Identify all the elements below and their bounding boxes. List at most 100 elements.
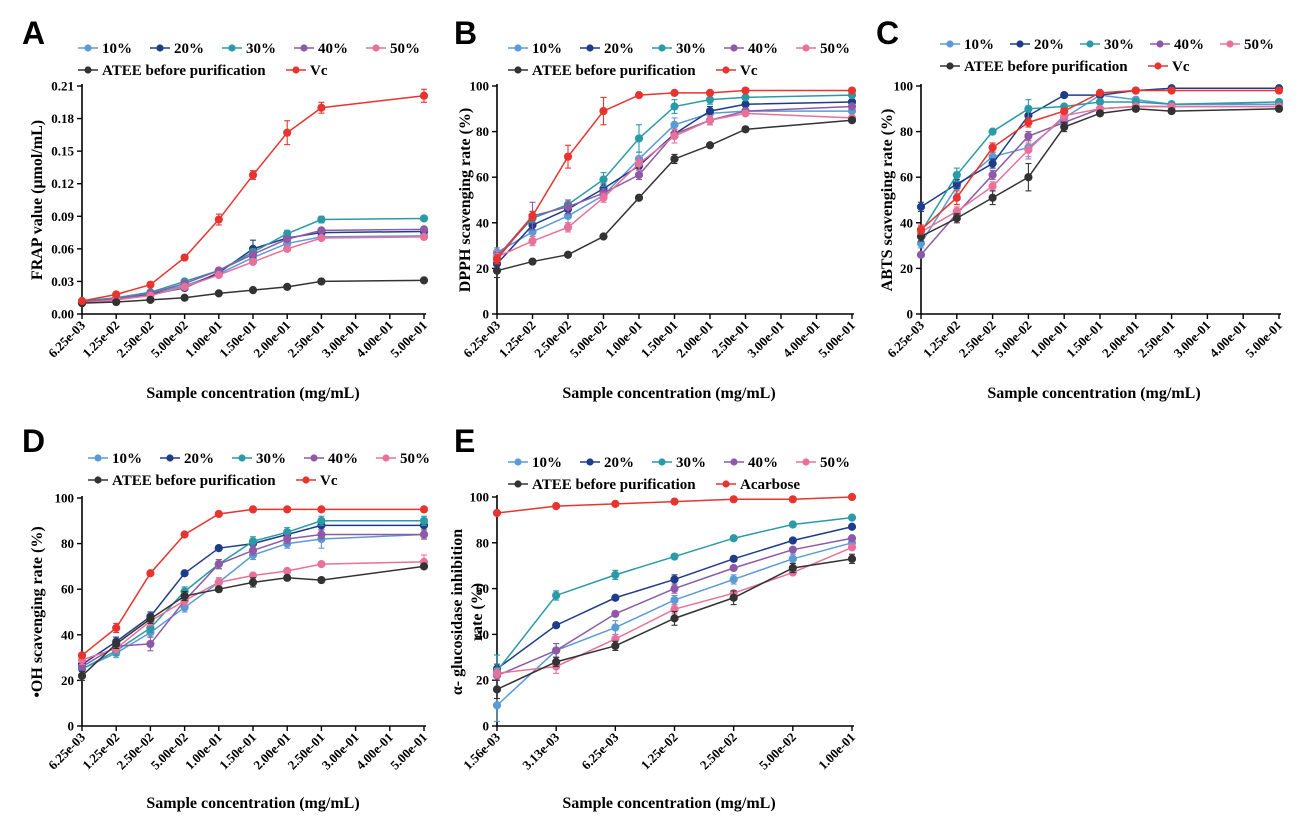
panel-letter: E	[454, 423, 475, 459]
legend-label: 30%	[1104, 37, 1134, 53]
x-tick-label: 6.25e-03	[460, 317, 503, 360]
x-tick-label: 1.25e-02	[79, 730, 122, 773]
data-point	[248, 546, 258, 555]
y-tick-label: 0.15	[51, 144, 74, 159]
data-point	[611, 623, 620, 632]
legend-swatch-marker	[94, 476, 102, 484]
x-tick-label: 2.50e-02	[956, 318, 999, 361]
x-tick-label: 2.50e-01	[284, 318, 327, 361]
legend-label: 50%	[1244, 37, 1274, 53]
x-tick-label: 4.00e-01	[353, 318, 396, 361]
y-tick-label: 100	[470, 79, 490, 94]
legend-label: ATEE before purification	[102, 63, 266, 79]
legend-swatch-marker	[1156, 40, 1164, 48]
data-point	[77, 296, 87, 306]
series-line	[920, 101, 1280, 233]
x-axis-title: Sample concentration (mg/mL)	[562, 795, 775, 812]
data-point	[670, 584, 679, 593]
data-point	[283, 128, 292, 137]
data-point	[214, 585, 223, 594]
data-point	[1060, 91, 1069, 100]
legend-label: 50%	[820, 455, 850, 471]
data-point	[788, 554, 797, 563]
legend-label: 40%	[1174, 37, 1204, 53]
data-point	[317, 277, 326, 286]
data-point	[599, 175, 608, 184]
data-point	[611, 609, 620, 618]
data-point	[705, 95, 715, 104]
panel-letter: B	[454, 15, 477, 51]
data-point	[214, 215, 223, 224]
data-point	[847, 86, 857, 95]
data-point	[916, 250, 926, 259]
data-point	[552, 657, 561, 666]
x-tick-label: 5.00e-01	[1242, 318, 1285, 361]
data-point	[563, 223, 573, 232]
x-tick-label: 1.00e-01	[182, 730, 225, 773]
data-point	[317, 103, 326, 112]
data-point	[952, 214, 961, 223]
data-point	[528, 257, 537, 266]
data-point	[847, 554, 857, 563]
data-point	[1131, 104, 1140, 113]
data-point	[1167, 106, 1176, 116]
data-point	[611, 641, 620, 650]
legend-swatch-marker	[300, 44, 308, 52]
data-point	[1024, 173, 1033, 182]
data-point	[180, 530, 189, 539]
data-point	[1024, 118, 1033, 127]
data-point	[729, 534, 738, 543]
data-point	[283, 505, 292, 514]
x-tick-label: 1.50e-01	[1063, 318, 1106, 361]
data-point	[1024, 104, 1033, 113]
x-tick-label: 2.00e-01	[250, 318, 293, 361]
legend-label: 50%	[390, 41, 420, 57]
data-point	[611, 570, 620, 579]
series-30-	[492, 513, 857, 688]
x-tick-label: 6.25e-03	[884, 317, 927, 360]
y-tick-label: 80	[476, 124, 489, 139]
legend-swatch-marker	[514, 44, 522, 52]
legend-swatch-marker	[94, 454, 102, 462]
data-point	[552, 646, 561, 655]
data-point	[1024, 132, 1033, 141]
series-atee-before-purification	[77, 276, 429, 308]
y-tick-label: 0.03	[51, 274, 74, 289]
data-point	[180, 591, 189, 601]
data-point	[146, 280, 155, 289]
series-50-	[77, 554, 429, 665]
legend-label: 10%	[964, 37, 994, 53]
panel-c: C0204060801006.25e-031.25e-022.50e-025.0…	[876, 15, 1285, 402]
x-tick-label: 5.00e-02	[148, 730, 191, 773]
data-point	[847, 513, 857, 522]
data-point	[77, 651, 87, 660]
x-tick-label: 1.00e-01	[1027, 318, 1070, 361]
data-point	[1024, 145, 1033, 154]
data-point	[419, 530, 429, 539]
data-point	[283, 534, 292, 544]
data-point	[916, 202, 926, 211]
y-tick-label: 20	[61, 673, 74, 688]
data-point	[563, 152, 573, 161]
legend-label: ATEE before purification	[112, 473, 276, 489]
data-point	[283, 282, 292, 291]
legend-swatch-marker	[586, 44, 594, 52]
legend-label: 40%	[748, 41, 778, 57]
data-point	[112, 623, 121, 633]
data-point	[670, 102, 679, 111]
legend-swatch-marker	[586, 458, 594, 466]
data-point	[248, 250, 258, 259]
x-tick-label: 3.00e-01	[319, 318, 362, 361]
panel-a: A 0.00 0.03 0.06 0.09 0.12 0.15 0.18 0.21 6.25e-0…	[22, 15, 430, 402]
legend-swatch-marker	[802, 458, 810, 466]
data-point	[1131, 86, 1140, 95]
y-tick-label: 40	[61, 627, 74, 642]
data-point	[729, 563, 738, 573]
panel-letter: C	[876, 15, 899, 51]
y-tick-label: 80	[476, 535, 489, 550]
data-point	[146, 639, 155, 649]
legend-label: 20%	[604, 41, 634, 57]
x-tick-label: 1.50e-01	[638, 318, 681, 361]
x-tick-label: 6.25e-03	[578, 729, 621, 772]
series-40-	[916, 102, 1284, 259]
